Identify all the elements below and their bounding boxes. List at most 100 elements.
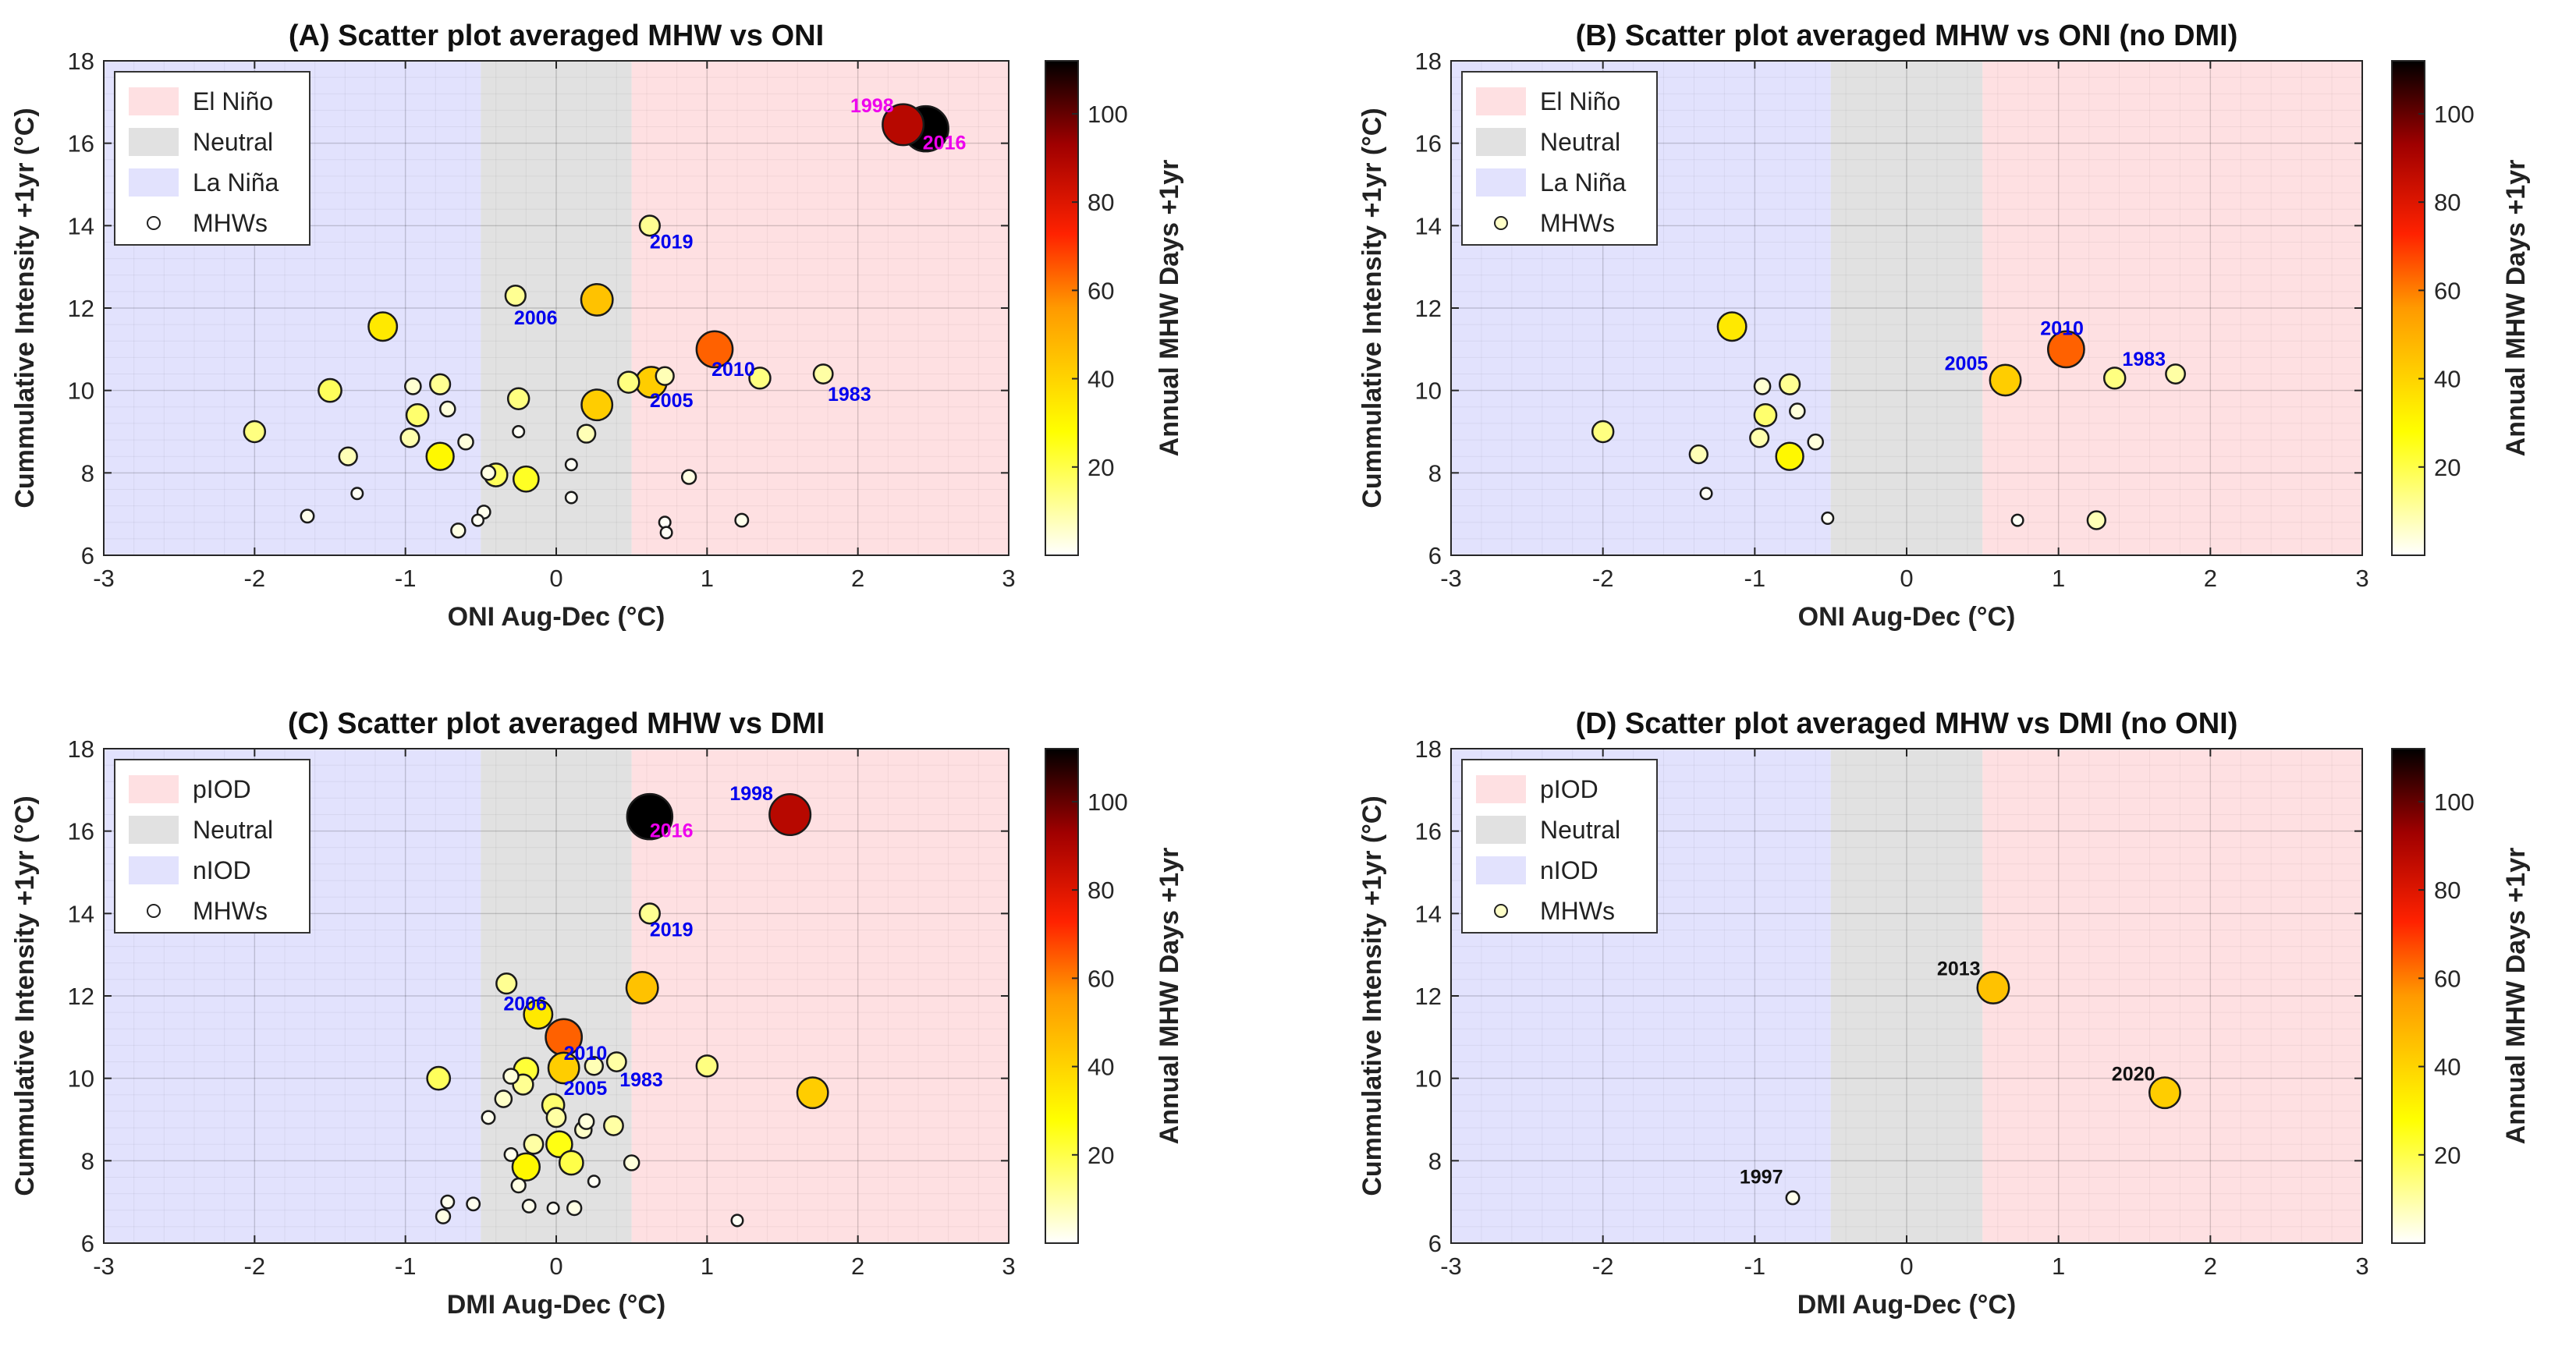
legend-marker [147, 904, 161, 918]
colorbar: 20 40 60 80 100 Annual MHW Days +1yr [2391, 60, 2531, 556]
colorbar-tick-label: 40 [1088, 1054, 1114, 1081]
colorbar-label: Annual MHW Days +1yr [2501, 160, 2531, 457]
legend-swatch [1476, 87, 1526, 115]
x-tick-label: 0 [549, 565, 562, 592]
mhw-point [796, 1076, 829, 1110]
mhw-point [470, 513, 484, 527]
mhw-point [504, 285, 527, 307]
y-tick-label: 14 [1415, 212, 1442, 239]
mhw-point [1749, 427, 1770, 448]
mhw-point [425, 441, 455, 471]
x-tick-label: 1 [2052, 565, 2065, 592]
colorbar-tick-label: 20 [1088, 454, 1114, 481]
x-tick-label: -2 [244, 565, 266, 592]
x-tick-label: -3 [93, 565, 115, 592]
x-tick-label: 2 [851, 565, 864, 592]
colorbar-tick-label: 60 [1088, 965, 1114, 992]
mhw-point [512, 465, 540, 493]
x-tick-label: 2 [851, 1252, 864, 1280]
x-tick-label: 2 [2204, 1252, 2217, 1280]
mhw-point [350, 487, 364, 501]
mhw-point [617, 370, 640, 394]
mhw-point [426, 1065, 452, 1091]
y-tick-label: 8 [81, 1147, 94, 1175]
legend-entry: La Niña [193, 168, 279, 197]
mhw-point [466, 1196, 481, 1212]
y-axis-label: Cummulative Intensity +1yr (°C) [1357, 795, 1387, 1196]
mhw-point [243, 420, 267, 444]
legend-swatch [1476, 168, 1526, 197]
y-axis-label: Cummulative Intensity +1yr (°C) [10, 795, 40, 1196]
legend-entry: MHWs [1540, 897, 1615, 925]
colorbar-tick-label: 20 [2434, 454, 2461, 481]
colorbar: 20 40 60 80 100 Annual MHW Days +1yr [1045, 748, 1184, 1244]
mhw-point [1753, 377, 1772, 395]
y-tick-label: 10 [1415, 1065, 1442, 1093]
colorbar-tick-label: 80 [2434, 189, 2461, 216]
x-tick-label: 1 [2052, 1252, 2065, 1280]
mhw-point [655, 366, 675, 386]
mhw-point [577, 423, 597, 444]
mhw-point [545, 1107, 567, 1128]
colorbar-gradient [1045, 60, 1079, 556]
year-label-1983: 1983 [2122, 349, 2166, 370]
mhw-point [502, 1068, 520, 1085]
mhw-point [318, 377, 342, 403]
colorbar-gradient [2391, 60, 2425, 556]
y-tick-label: 14 [68, 212, 94, 239]
colorbar-tick-label: 60 [2434, 277, 2461, 304]
y-tick-label: 16 [68, 130, 94, 158]
mhw-point [748, 367, 772, 390]
x-tick-label: -1 [1744, 1252, 1766, 1280]
colorbar-tick-label: 80 [2434, 877, 2461, 904]
legend-swatch [129, 168, 179, 197]
legend-entry: nIOD [1540, 856, 1598, 884]
year-label-1997: 1997 [1740, 1166, 1783, 1188]
mhw-point [2047, 330, 2085, 369]
mhw-point [584, 1056, 604, 1076]
region-el_nino [1982, 61, 2362, 555]
mhw-point [545, 1130, 573, 1159]
colorbar-tick-label: 100 [2434, 788, 2475, 816]
mhw-point [1821, 511, 1835, 525]
mhw-point [768, 793, 812, 837]
legend-swatch [129, 816, 179, 844]
legend-entry: Neutral [1540, 128, 1620, 156]
chart-title: (A) Scatter plot averaged MHW vs ONI [289, 19, 824, 52]
y-tick-label: 14 [1415, 900, 1442, 927]
mhw-point [605, 1051, 627, 1072]
mhw-point [564, 491, 578, 505]
year-label-2010: 2010 [564, 1043, 608, 1065]
region-el_nino [631, 749, 1009, 1243]
mhw-point [480, 465, 497, 481]
legend-swatch [1476, 775, 1526, 803]
chart-title: (B) Scatter plot averaged MHW vs ONI (no… [1576, 19, 2238, 52]
mhw-point [1699, 487, 1713, 501]
year-label-2019: 2019 [650, 231, 694, 253]
legend-entry: pIOD [1540, 775, 1598, 803]
colorbar-tick-label: 80 [1088, 189, 1114, 216]
region-neutral [1830, 61, 1983, 555]
legend: El Niño Neutral La Niña MHWs [114, 71, 310, 246]
mhw-point [405, 403, 430, 427]
legend-entry: nIOD [193, 856, 251, 884]
x-tick-label: 0 [549, 1252, 562, 1280]
year-label-1998: 1998 [850, 95, 894, 117]
mhw-point [367, 311, 399, 342]
y-tick-label: 16 [1415, 130, 1442, 158]
mhw-point [503, 1146, 519, 1162]
y-tick-label: 16 [1415, 818, 1442, 845]
x-tick-label: 2 [2204, 565, 2217, 592]
mhw-point [1789, 402, 1806, 420]
region-el_nino [1982, 749, 2362, 1243]
y-tick-label: 18 [1415, 48, 1442, 75]
legend-marker [1494, 904, 1508, 918]
x-tick-label: 3 [1002, 565, 1015, 592]
legend-entry: El Niño [193, 87, 273, 115]
legend-entry: La Niña [1540, 168, 1627, 197]
mhw-point [1989, 363, 2022, 397]
year-label-2005: 2005 [1945, 353, 1989, 374]
colorbar: 20 40 60 80 100 Annual MHW Days +1yr [1045, 60, 1184, 556]
